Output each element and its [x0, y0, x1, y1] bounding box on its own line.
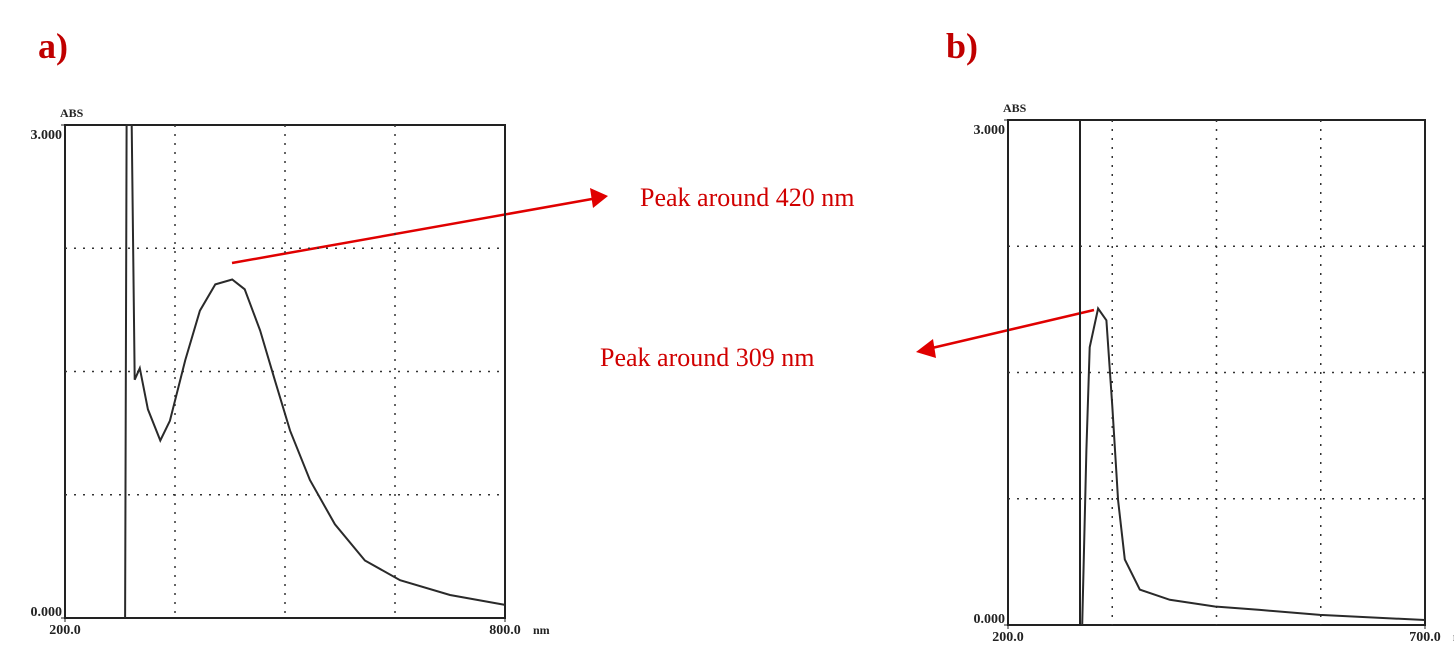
y-tick-label: 0.000: [31, 605, 63, 620]
arrow: [231, 188, 608, 265]
panel-label: b): [946, 26, 978, 66]
y-tick-label: 3.000: [31, 128, 63, 143]
annotation: Peak around 309 nm: [600, 343, 814, 372]
x-tick-label: 200.0: [49, 623, 81, 638]
y-axis-label: ABS: [1003, 101, 1027, 115]
y-tick-label: 3.000: [974, 123, 1006, 138]
x-tick-label: 200.0: [992, 630, 1024, 645]
spectrum-line: [124, 124, 506, 619]
spectrum-line: [1081, 306, 1426, 626]
x-tick-label: 700.0: [1409, 630, 1441, 645]
annotation: Peak around 420 nm: [640, 183, 854, 212]
panel-label: a): [38, 26, 68, 66]
y-axis-label: ABS: [60, 106, 84, 120]
x-tick-label: 800.0: [489, 623, 521, 638]
y-tick-label: 0.000: [974, 612, 1006, 627]
x-axis-label: nm: [533, 623, 550, 637]
arrow: [916, 308, 1095, 358]
